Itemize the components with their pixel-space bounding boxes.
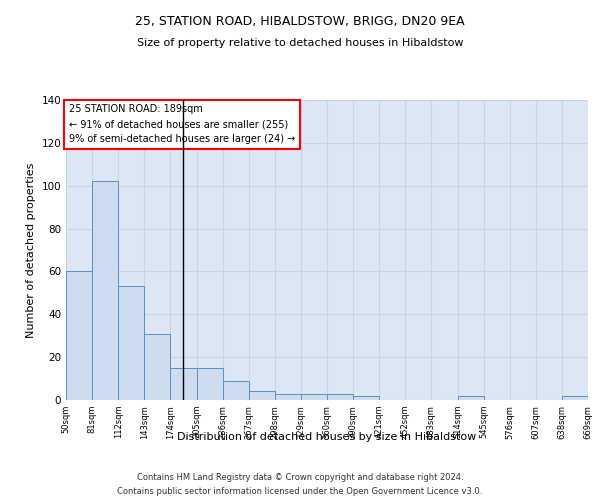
Bar <box>223 380 249 400</box>
Bar <box>353 396 379 400</box>
Bar <box>275 394 301 400</box>
Bar <box>118 286 145 400</box>
Bar <box>145 334 170 400</box>
Text: 25 STATION ROAD: 189sqm
← 91% of detached houses are smaller (255)
9% of semi-de: 25 STATION ROAD: 189sqm ← 91% of detache… <box>68 104 295 144</box>
Text: Contains public sector information licensed under the Open Government Licence v3: Contains public sector information licen… <box>118 488 482 496</box>
Bar <box>249 392 275 400</box>
Bar <box>301 394 327 400</box>
Text: Size of property relative to detached houses in Hibaldstow: Size of property relative to detached ho… <box>137 38 463 48</box>
Text: Distribution of detached houses by size in Hibaldstow: Distribution of detached houses by size … <box>178 432 476 442</box>
Bar <box>66 272 92 400</box>
Bar <box>458 396 484 400</box>
Text: 25, STATION ROAD, HIBALDSTOW, BRIGG, DN20 9EA: 25, STATION ROAD, HIBALDSTOW, BRIGG, DN2… <box>135 15 465 28</box>
Bar <box>562 396 588 400</box>
Bar <box>197 368 223 400</box>
Text: Contains HM Land Registry data © Crown copyright and database right 2024.: Contains HM Land Registry data © Crown c… <box>137 472 463 482</box>
Bar <box>327 394 353 400</box>
Bar <box>92 182 118 400</box>
Y-axis label: Number of detached properties: Number of detached properties <box>26 162 36 338</box>
Bar <box>170 368 197 400</box>
